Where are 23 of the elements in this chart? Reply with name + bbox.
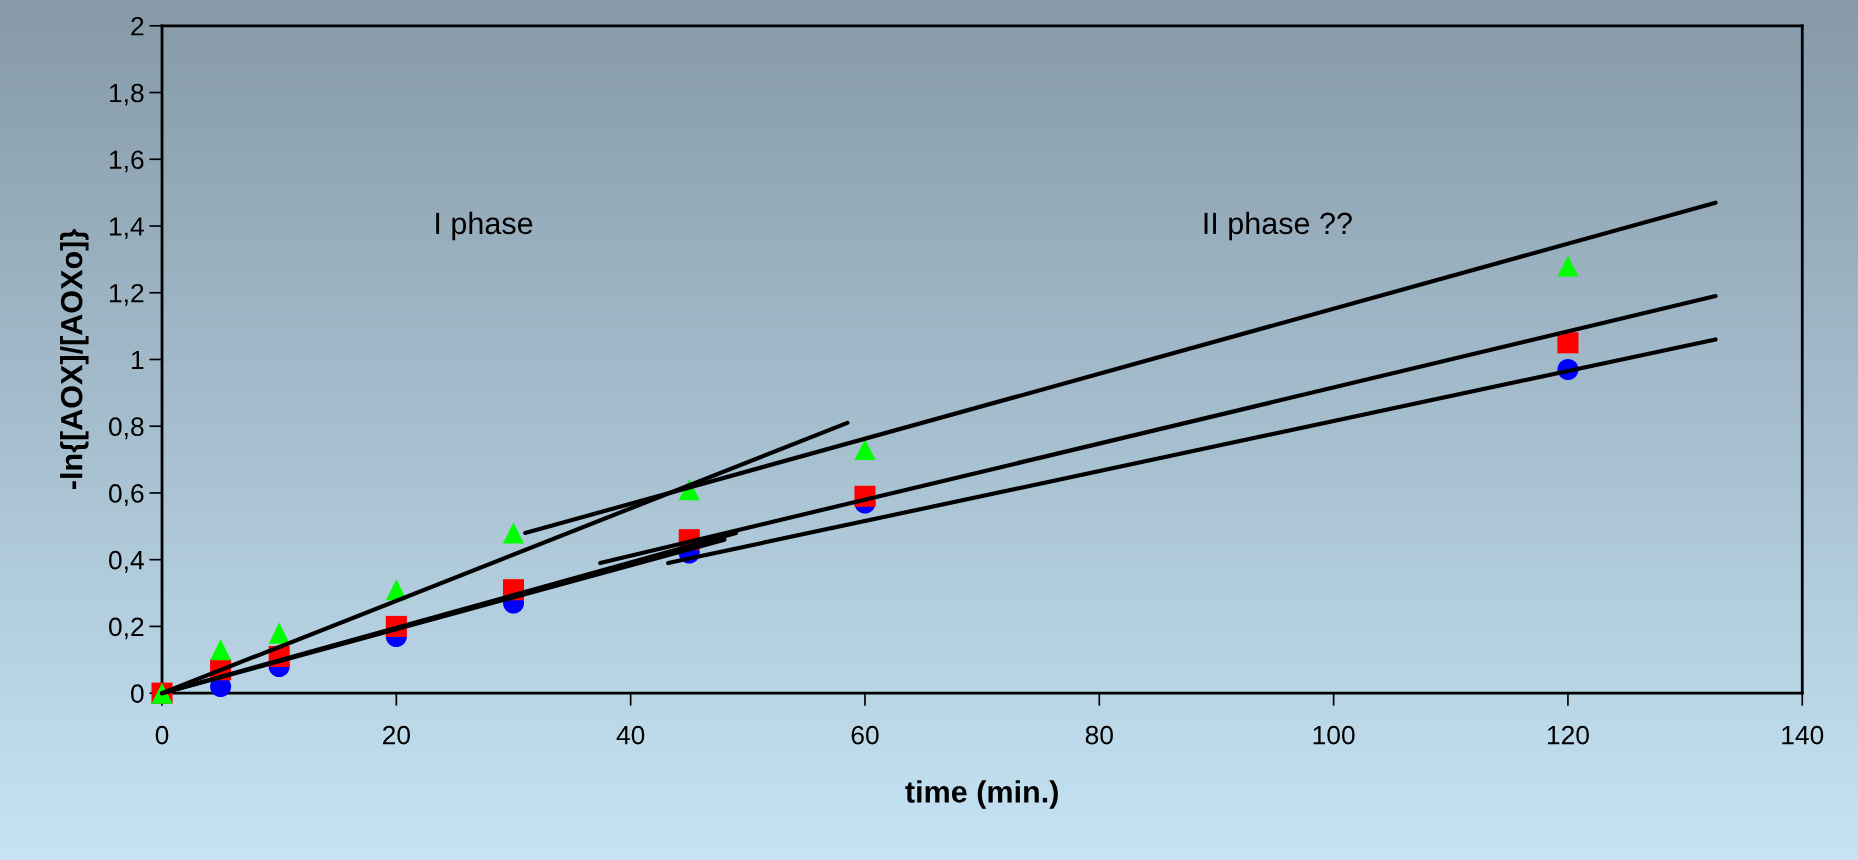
y-tick-label: 2: [131, 16, 144, 36]
x-tick-label: 0: [155, 725, 169, 745]
annotation: I phase: [436, 211, 533, 241]
y-tick-label: 1,2: [109, 283, 144, 306]
y-tick-label: 1,4: [109, 217, 144, 239]
y-tick-label: 0,8: [109, 417, 144, 440]
x-axis-title: time (min.): [905, 780, 1058, 809]
y-tick-label: 1: [131, 350, 144, 370]
y-tick-label: 0,2: [109, 617, 144, 640]
y-tick-label: 1,8: [109, 83, 144, 106]
y-tick-label: 0,4: [109, 550, 144, 573]
x-tick-label: 140: [1782, 725, 1824, 745]
x-tick-label: 100: [1313, 725, 1355, 745]
y-tick-label: 0,6: [109, 484, 144, 506]
y-axis-title: -ln{[AOX]/[AOXo]}: [60, 229, 89, 489]
x-tick-label: 60: [851, 725, 879, 745]
x-tick-label: 20: [382, 725, 410, 745]
x-tick-label: 40: [616, 725, 645, 745]
x-tick-label: 80: [1085, 725, 1113, 745]
y-tick-label: 1,6: [109, 150, 144, 173]
x-tick-label: 120: [1547, 725, 1589, 745]
annotation: II phase ??: [1204, 211, 1352, 241]
y-tick-label: 0: [131, 684, 144, 703]
